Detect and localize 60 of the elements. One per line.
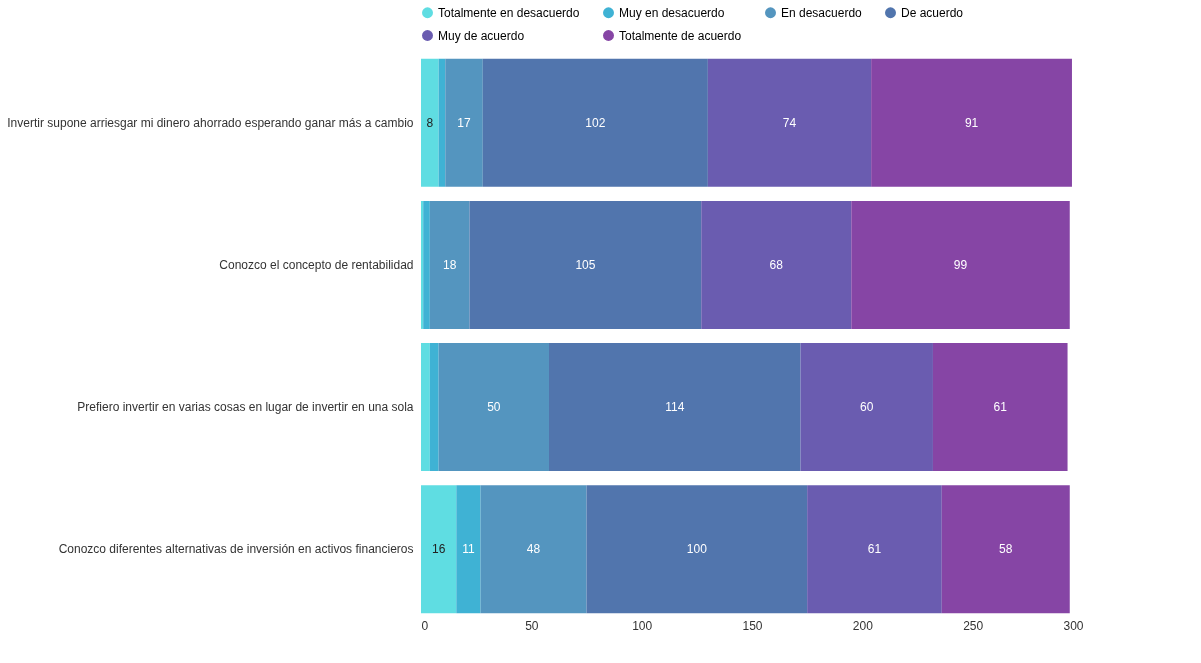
data-label: 68 bbox=[769, 257, 784, 272]
x-tick-label: 250 bbox=[963, 618, 984, 633]
bar bbox=[421, 343, 430, 472]
bar bbox=[480, 485, 587, 614]
bar bbox=[421, 485, 457, 614]
x-tick-label: 50 bbox=[525, 618, 539, 633]
data-label: 18 bbox=[443, 257, 457, 272]
legend-label: Muy de acuerdo bbox=[438, 28, 525, 43]
legend-label: Muy en desacuerdo bbox=[619, 5, 725, 20]
data-label: 74 bbox=[782, 115, 797, 130]
x-tick-label: 0 bbox=[421, 618, 429, 633]
data-label: 91 bbox=[964, 115, 979, 130]
bar bbox=[800, 343, 933, 472]
data-label: 99 bbox=[953, 257, 968, 272]
data-label: 58 bbox=[999, 542, 1013, 557]
bar bbox=[421, 58, 439, 187]
bar bbox=[807, 485, 942, 614]
data-label: 114 bbox=[665, 400, 685, 415]
bar bbox=[871, 58, 1072, 187]
bar bbox=[707, 58, 872, 187]
data-label: 11 bbox=[462, 542, 475, 557]
x-tick-label: 300 bbox=[1063, 618, 1084, 633]
bar bbox=[586, 485, 808, 614]
y-tick-label: Conozco el concepto de rentabilidad bbox=[219, 257, 414, 272]
bar bbox=[851, 200, 1070, 329]
data-label: 50 bbox=[487, 400, 501, 415]
bar bbox=[429, 343, 439, 472]
bar bbox=[438, 343, 549, 472]
legend-label: De acuerdo bbox=[901, 5, 964, 20]
x-tick-label: 200 bbox=[852, 618, 874, 633]
bar bbox=[438, 58, 446, 187]
x-tick-label: 100 bbox=[632, 618, 653, 633]
bar bbox=[423, 200, 430, 329]
bar bbox=[429, 200, 470, 329]
y-tick-label: Invertir supone arriesgar mi dinero ahorrado esperando ganar más a cambio bbox=[7, 115, 414, 130]
data-label: 17 bbox=[457, 115, 472, 130]
data-label: 61 bbox=[867, 542, 882, 557]
bar bbox=[941, 485, 1070, 614]
bar bbox=[932, 343, 1068, 472]
data-label: 60 bbox=[860, 400, 874, 415]
data-label: 16 bbox=[431, 542, 446, 557]
x-tick-label: 150 bbox=[742, 618, 763, 633]
legend-label: En desacuerdo bbox=[781, 5, 863, 20]
legend-label: Totalmente de acuerdo bbox=[619, 28, 742, 43]
bar bbox=[701, 200, 852, 329]
data-label: 8 bbox=[426, 115, 434, 130]
data-label: 105 bbox=[575, 257, 596, 272]
data-label: 102 bbox=[585, 115, 606, 130]
data-label: 61 bbox=[993, 400, 1008, 415]
data-label: 100 bbox=[686, 542, 708, 557]
data-label: 48 bbox=[526, 542, 541, 557]
bar bbox=[482, 58, 708, 187]
bar bbox=[469, 200, 702, 329]
bar bbox=[456, 485, 481, 614]
y-tick-label: Prefiero invertir en varias cosas en lugar de invertir en una sola bbox=[77, 400, 414, 415]
y-tick-label: Conozco diferentes alternativas de inversión en activos financieros bbox=[58, 542, 414, 557]
bar bbox=[421, 200, 424, 329]
legend-label: Totalmente en desacuerdo bbox=[438, 5, 580, 20]
bar bbox=[445, 58, 483, 187]
bar bbox=[548, 343, 801, 472]
